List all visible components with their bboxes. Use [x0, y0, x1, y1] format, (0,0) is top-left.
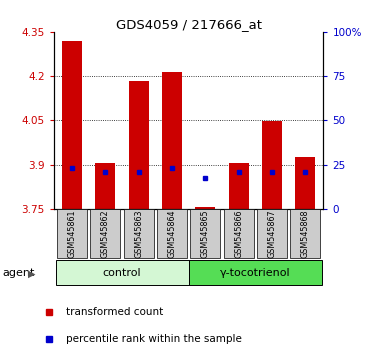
- Text: agent: agent: [2, 268, 34, 278]
- Bar: [195, 206, 215, 209]
- Text: GSM545865: GSM545865: [201, 209, 210, 258]
- Bar: [290, 209, 320, 258]
- Text: GSM545863: GSM545863: [134, 209, 143, 258]
- Bar: [190, 209, 220, 258]
- Text: GSM545864: GSM545864: [167, 209, 176, 258]
- Text: control: control: [103, 268, 141, 278]
- Bar: [57, 209, 87, 258]
- Bar: [224, 209, 254, 258]
- Bar: [90, 209, 121, 258]
- Bar: [229, 163, 249, 209]
- Bar: [157, 209, 187, 258]
- Text: GSM545867: GSM545867: [267, 209, 276, 258]
- Bar: [55, 260, 189, 285]
- Bar: [257, 209, 287, 258]
- Bar: [162, 72, 182, 209]
- Text: GSM545868: GSM545868: [301, 209, 310, 258]
- Text: GSM545861: GSM545861: [68, 209, 77, 258]
- Bar: [262, 121, 282, 209]
- Bar: [95, 163, 116, 209]
- Text: GSM545866: GSM545866: [234, 209, 243, 258]
- Bar: [189, 260, 322, 285]
- Text: percentile rank within the sample: percentile rank within the sample: [65, 334, 241, 344]
- Text: GSM545862: GSM545862: [101, 209, 110, 258]
- Bar: [62, 41, 82, 209]
- Bar: [124, 209, 154, 258]
- Bar: [295, 157, 315, 209]
- Bar: [129, 81, 149, 209]
- Text: γ-tocotrienol: γ-tocotrienol: [220, 268, 291, 278]
- Text: transformed count: transformed count: [65, 307, 163, 317]
- Title: GDS4059 / 217666_at: GDS4059 / 217666_at: [116, 18, 262, 31]
- Text: ▶: ▶: [28, 268, 35, 278]
